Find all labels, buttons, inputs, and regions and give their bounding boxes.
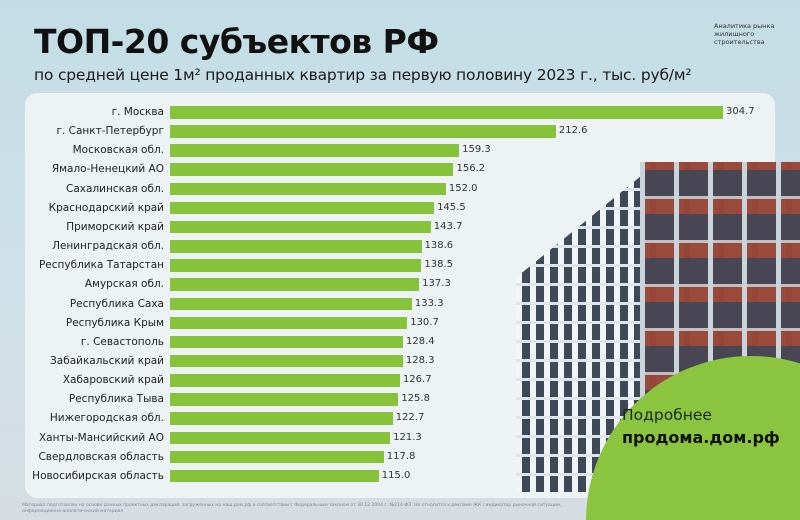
bar (170, 278, 420, 291)
bar-value: 126.7 (402, 374, 432, 386)
table-row: г. Санкт-Петербург 212.6 (0, 124, 800, 138)
bar-value: 152.0 (448, 182, 478, 194)
bar (170, 240, 422, 253)
table-row: г. Москва 304.7 (0, 105, 800, 119)
bar (170, 316, 408, 330)
bar (170, 335, 404, 349)
bar (170, 163, 454, 176)
bar-label: Новосибирская область (32, 469, 164, 482)
bar (170, 412, 393, 425)
bar-value: 117.8 (386, 450, 416, 462)
bar (170, 374, 400, 387)
bar-value: 159.3 (462, 144, 491, 156)
bar-value: 125.8 (401, 393, 430, 405)
table-row: Нижегородская обл. 122.7 (0, 411, 800, 425)
table-row: Амурская обл. 137.3 (0, 277, 800, 291)
bar-label: Республика Татарстан (38, 259, 164, 272)
table-row: Ленинградская обл. 138.6 (0, 239, 800, 253)
brand-caption: Аналитика рынка жилищного строительства (714, 22, 775, 46)
more-label: Подробнее (622, 406, 712, 424)
bar-value: 122.7 (395, 412, 425, 424)
table-row: Республика Саха 133.3 (0, 297, 800, 311)
bar (170, 106, 723, 119)
bar-value: 130.7 (410, 316, 439, 328)
table-row: Забайкальский край 128.3 (0, 354, 800, 368)
bar-label: Хабаровский край (62, 374, 164, 387)
bar-label: Республика Саха (69, 297, 164, 310)
bar-label: Забайкальский край (50, 354, 164, 367)
bar-label: г. Севастополь (80, 335, 164, 348)
page-title: ТОП-20 субъектов РФ (34, 22, 439, 61)
bar-label: Ленинградская обл. (52, 240, 164, 253)
bar-value: 138.5 (424, 259, 453, 271)
table-row: г. Севастополь 128.4 (0, 335, 800, 349)
bar (170, 393, 399, 406)
bar-label: Республика Крым (65, 316, 164, 329)
table-row: Республика Тыва 125.8 (0, 392, 800, 406)
table-row: Краснодарский край 145.5 (0, 201, 800, 215)
bar-label: Ханты-Мансийский АО (38, 431, 164, 444)
bar-value: 128.3 (405, 354, 435, 366)
bar (170, 125, 556, 138)
bar-label: Нижегородская обл. (49, 412, 164, 425)
building-left-image (516, 172, 646, 492)
bar (170, 259, 422, 272)
bar (170, 450, 384, 464)
bar (170, 354, 403, 368)
table-row: Свердловская область 117.8 (0, 450, 800, 464)
bar (170, 431, 391, 445)
table-row: Приморский край 143.7 (0, 220, 800, 234)
bar-value: 212.6 (558, 125, 588, 137)
table-row: Республика Татарстан 138.5 (0, 258, 800, 272)
bar (170, 220, 431, 234)
bar-label: г. Санкт-Петербург (56, 125, 164, 138)
bar-value: 304.7 (726, 106, 755, 117)
bar-label: Ямало-Ненецкий АО (51, 163, 164, 176)
bar (170, 201, 435, 215)
bar (170, 469, 379, 483)
bar-value: 115.0 (381, 469, 411, 481)
bar (170, 297, 412, 310)
bar-label: Московская обл. (72, 144, 164, 157)
bar-value: 143.7 (433, 220, 463, 232)
bar-label: Сахалинская обл. (66, 182, 164, 195)
table-row: Хабаровский край 126.7 (0, 373, 800, 387)
bar (170, 182, 446, 196)
bar-label: Республика Тыва (68, 393, 164, 406)
bar-value: 138.6 (424, 240, 454, 252)
bar-label: Краснодарский край (48, 201, 164, 214)
bar-label: г. Москва (111, 106, 164, 118)
table-row: Сахалинская обл. 152.0 (0, 182, 800, 196)
bar-label: Приморский край (66, 220, 164, 233)
site-link[interactable]: продома.дом.рф (622, 428, 780, 447)
bar-value: 156.2 (456, 163, 486, 175)
table-row: Новосибирская область 115.0 (0, 469, 800, 483)
bar-label: Свердловская область (38, 450, 164, 463)
footer-note: Материал подготовлен на основе данных пр… (22, 503, 562, 514)
bar-value: 133.3 (414, 297, 444, 309)
page-subtitle: по средней цене 1м² проданных квартир за… (34, 66, 692, 84)
bar-value: 128.4 (406, 335, 435, 347)
bar-value: 121.3 (393, 431, 422, 443)
bar (170, 144, 460, 157)
table-row: Московская обл. 159.3 (0, 143, 800, 157)
table-row: Республика Крым 130.7 (0, 316, 800, 330)
bar-value: 137.3 (422, 278, 451, 290)
table-row: Ханты-Мансийский АО 121.3 (0, 431, 800, 445)
bar-label: Амурская обл. (84, 278, 164, 291)
table-row: Ямало-Ненецкий АО 156.2 (0, 162, 800, 176)
bar-value: 145.5 (437, 201, 466, 213)
